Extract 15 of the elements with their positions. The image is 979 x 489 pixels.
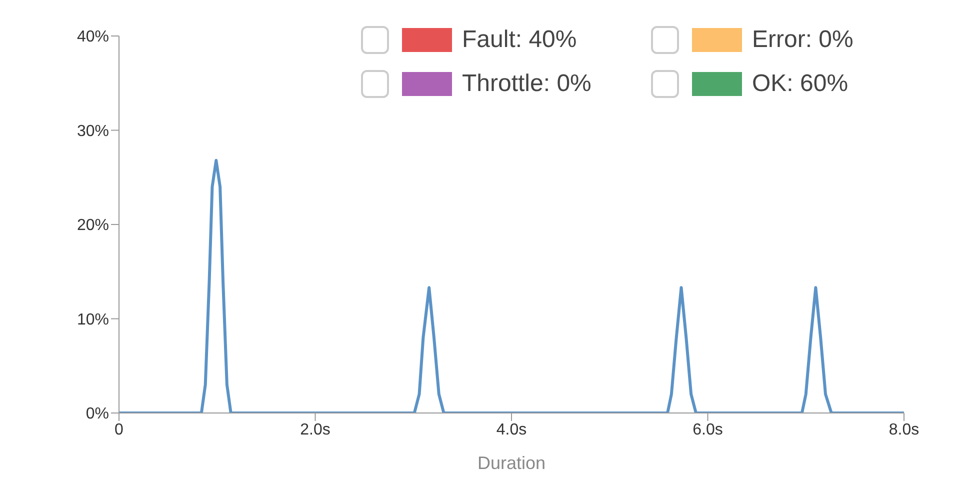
legend-label: Error: 0%	[752, 26, 854, 54]
y-tick-label: 40%	[76, 28, 109, 46]
y-tick-label: 0%	[86, 406, 109, 423]
x-tick-label: 2.0s	[300, 421, 330, 438]
legend-label: Throttle: 0%	[462, 70, 592, 98]
x-tick-label: 6.0s	[692, 421, 723, 438]
y-tick-label: 30%	[76, 122, 109, 140]
y-tick-label: 20%	[76, 217, 109, 234]
x-tick-label: 8.0s	[888, 421, 920, 438]
x-tick-label: 4.0s	[496, 421, 527, 438]
legend-label: OK: 60%	[752, 70, 848, 98]
y-tick-label: 10%	[76, 311, 109, 328]
legend-label: Fault: 40%	[462, 26, 577, 54]
x-tick-label: 0	[114, 421, 124, 438]
x-axis-title: Duration	[477, 453, 546, 473]
